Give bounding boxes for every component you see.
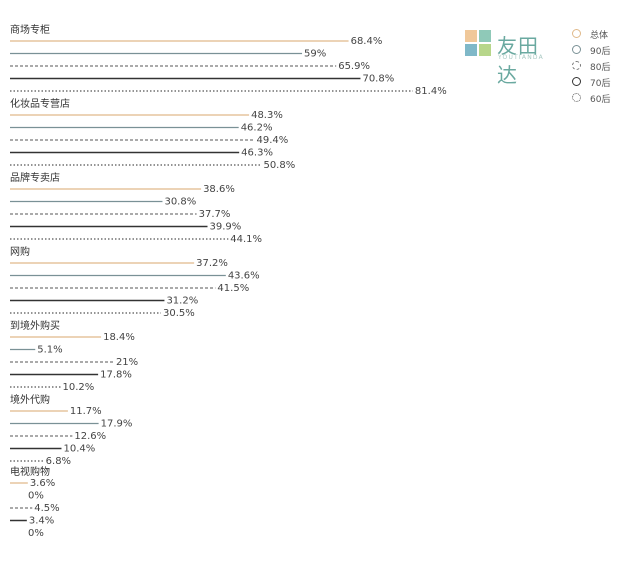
legend-label: 总体 xyxy=(590,31,609,41)
data-label: 5.1% xyxy=(37,345,62,356)
data-label: 44.1% xyxy=(230,234,262,245)
data-label: 17.9% xyxy=(101,419,133,430)
legend-circle-icon xyxy=(572,93,581,102)
category-label: 电视购物 xyxy=(10,465,50,478)
legend-circle-icon xyxy=(572,61,581,70)
data-label: 70.8% xyxy=(362,74,394,85)
data-label: 31.2% xyxy=(166,296,198,307)
data-label: 48.3% xyxy=(251,110,283,121)
category-label: 化妆品专营店 xyxy=(10,97,70,110)
data-label: 21% xyxy=(116,357,138,368)
data-label: 6.8% xyxy=(46,456,71,467)
category-label: 商场专柜 xyxy=(10,23,50,36)
legend-circle-icon xyxy=(572,45,581,54)
data-label: 59% xyxy=(304,49,326,60)
data-label: 0% xyxy=(28,491,44,502)
legend-item: 70后 xyxy=(572,75,638,91)
legend-label: 90后 xyxy=(590,47,611,57)
legend-label: 60后 xyxy=(590,95,611,105)
data-label: 43.6% xyxy=(228,271,260,282)
brand-logo: 友田达 YOUTIANDA xyxy=(465,30,555,87)
brand-name: 友田达 xyxy=(497,34,539,87)
legend-item: 90后 xyxy=(572,43,638,59)
data-label: 11.7% xyxy=(70,406,102,417)
data-label: 18.4% xyxy=(103,332,135,343)
data-label: 30.8% xyxy=(164,197,196,208)
category-label: 到境外购买 xyxy=(10,319,60,332)
data-label: 17.8% xyxy=(100,370,132,381)
data-label: 30.5% xyxy=(163,308,195,319)
legend-item: 60后 xyxy=(572,91,638,107)
data-label: 68.4% xyxy=(351,36,383,47)
data-label: 46.3% xyxy=(241,148,273,159)
legend-item: 80后 xyxy=(572,59,638,75)
data-label: 38.6% xyxy=(203,184,235,195)
category-label: 境外代购 xyxy=(10,393,50,406)
data-label: 12.6% xyxy=(74,431,106,442)
category-label: 品牌专卖店 xyxy=(10,171,60,184)
category-label: 网购 xyxy=(10,245,30,258)
data-label: 37.2% xyxy=(196,258,228,269)
data-label: 50.8% xyxy=(263,160,295,171)
legend-label: 80后 xyxy=(590,63,611,73)
data-label: 4.5% xyxy=(34,503,59,514)
legend-label: 70后 xyxy=(590,79,611,89)
data-label: 49.4% xyxy=(257,135,289,146)
data-label: 39.9% xyxy=(210,222,242,233)
data-label: 41.5% xyxy=(217,283,249,294)
data-label: 81.4% xyxy=(415,86,447,97)
data-label: 10.2% xyxy=(62,382,94,393)
brand-subtitle: YOUTIANDA xyxy=(498,54,544,61)
data-label: 0% xyxy=(28,528,44,539)
legend-circle-icon xyxy=(572,77,581,86)
logo-mark-icon xyxy=(465,30,493,58)
chart-legend: 总体 90后 80后 70后 60后 xyxy=(572,27,638,107)
data-label: 10.4% xyxy=(63,444,95,455)
data-label: 3.4% xyxy=(29,516,54,527)
legend-circle-icon xyxy=(572,29,581,38)
data-label: 3.6% xyxy=(30,478,55,489)
data-label: 46.2% xyxy=(241,123,273,134)
data-label: 37.7% xyxy=(199,209,231,220)
data-label: 65.9% xyxy=(338,61,370,72)
legend-item: 总体 xyxy=(572,27,638,43)
